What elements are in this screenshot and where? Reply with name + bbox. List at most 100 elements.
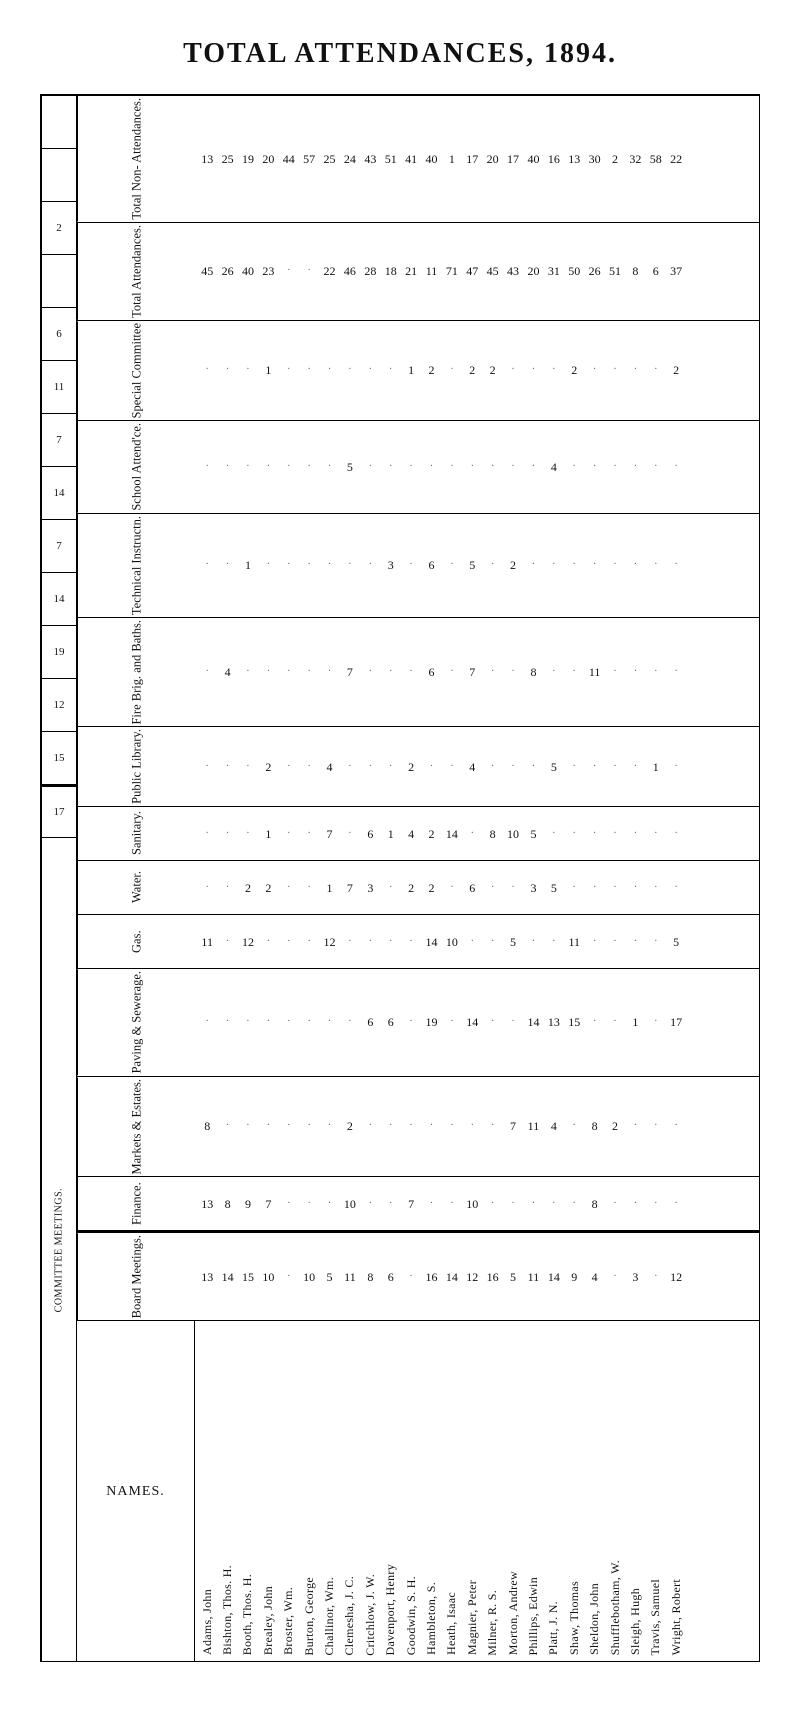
data-board: 13141510·1051186·161412165111494·3·12 [195, 1233, 759, 1320]
cell-gas-14: · [482, 937, 502, 947]
name-col-11: Hambleton, S. [421, 1582, 441, 1655]
rownum-total [42, 149, 76, 202]
label-public: Public Library. [77, 727, 195, 806]
member-name-3: Brealey, John [261, 1586, 276, 1655]
cell-special-2: · [238, 365, 258, 375]
data-sewage: ········66·19·14··141315··1·17 [195, 969, 759, 1075]
data-gas: 11·12···12····1410··5··11····5 [195, 915, 759, 968]
cell-water-20: · [605, 883, 625, 893]
cell-public-5: · [299, 762, 319, 772]
cell-totnon-22: 58 [646, 153, 666, 165]
cell-finance-3: 7 [258, 1198, 278, 1210]
cell-public-10: 2 [401, 761, 421, 773]
cell-markets-6: · [319, 1121, 339, 1131]
cell-special-1: · [217, 365, 237, 375]
label-sewage: Paving & Sewerage. [77, 969, 195, 1075]
cell-school-7: 5 [340, 461, 360, 473]
cell-board-13: 12 [462, 1271, 482, 1283]
cell-sewage-1: · [217, 1017, 237, 1027]
cell-totnon-21: 32 [625, 153, 645, 165]
row-total: Total Attendances.45264023··224628182111… [77, 223, 759, 321]
cell-public-23: · [666, 762, 686, 772]
member-name-18: Shaw, Thomas [567, 1581, 582, 1655]
cell-tech-9: 3 [381, 559, 401, 571]
name-col-23: Wright, Robert [666, 1579, 686, 1655]
cell-markets-21: · [625, 1121, 645, 1131]
label-names: NAMES. [77, 1321, 195, 1661]
cell-fire-4: · [279, 667, 299, 677]
cell-total-15: 43 [503, 265, 523, 277]
cell-fire-12: · [442, 667, 462, 677]
member-name-19: Sheldon, John [587, 1583, 602, 1655]
cell-finance-2: 9 [238, 1198, 258, 1210]
cell-public-15: · [503, 762, 523, 772]
cell-totnon-1: 25 [217, 153, 237, 165]
cell-sanitary-0: · [197, 829, 217, 839]
cell-tech-11: 6 [421, 559, 441, 571]
member-name-1: Bishton, Thos. H. [220, 1565, 235, 1655]
name-col-7: Clemesha, J. C. [340, 1576, 360, 1656]
cell-school-23: · [666, 462, 686, 472]
cell-water-11: 2 [421, 882, 441, 894]
cell-tech-22: · [646, 560, 666, 570]
cell-gas-19: · [584, 937, 604, 947]
cell-finance-16: · [523, 1199, 543, 1209]
num-gas: 14 [42, 591, 76, 607]
cell-sewage-21: 1 [625, 1016, 645, 1028]
table-wrap: 2 6 11 7 14 7 14 19 12 15 17 COMMITTEE M… [40, 94, 760, 1662]
cell-totnon-20: 2 [605, 153, 625, 165]
cell-tech-3: · [258, 560, 278, 570]
cell-tech-2: 1 [238, 559, 258, 571]
cell-fire-1: 4 [217, 666, 237, 678]
cell-sewage-2: · [238, 1017, 258, 1027]
cell-board-4: · [279, 1272, 299, 1282]
name-col-0: Adams, John [197, 1589, 217, 1655]
cell-tech-10: · [401, 560, 421, 570]
data-public: ···2··4···2··4···5····1· [195, 727, 759, 806]
cell-finance-9: · [381, 1199, 401, 1209]
name-col-8: Critchlow, J. W. [360, 1574, 380, 1656]
cell-board-12: 14 [442, 1271, 462, 1283]
cell-water-23: · [666, 883, 686, 893]
cell-totnon-2: 19 [238, 153, 258, 165]
cell-water-16: 3 [523, 882, 543, 894]
cell-gas-5: · [299, 937, 319, 947]
cell-finance-21: · [625, 1199, 645, 1209]
cell-school-17: 4 [544, 461, 564, 473]
cell-sewage-0: · [197, 1017, 217, 1027]
member-name-12: Heath, Isaac [444, 1592, 459, 1655]
cell-sanitary-15: 10 [503, 828, 523, 840]
name-col-4: Broster, Wm. [279, 1587, 299, 1655]
cell-public-3: 2 [258, 761, 278, 773]
label-water: Water. [77, 861, 195, 914]
row-water: Water.··22··173·22·6··35······ [77, 861, 759, 915]
cell-school-19: · [584, 462, 604, 472]
cell-tech-13: 5 [462, 559, 482, 571]
cell-water-1: · [217, 883, 237, 893]
cell-total-1: 26 [217, 265, 237, 277]
cell-special-20: · [605, 365, 625, 375]
data-school: ·······5·········4······ [195, 421, 759, 513]
cell-gas-4: · [279, 937, 299, 947]
cell-special-3: 1 [258, 364, 278, 376]
cell-tech-0: · [197, 560, 217, 570]
name-col-9: Davenport, Henry [381, 1564, 401, 1655]
cell-board-6: 5 [319, 1271, 339, 1283]
cell-public-16: · [523, 762, 543, 772]
cell-sewage-22: · [646, 1017, 666, 1027]
name-col-5: Burton, George [299, 1577, 319, 1656]
cell-sewage-18: 15 [564, 1016, 584, 1028]
cell-public-11: · [421, 762, 441, 772]
cell-total-22: 6 [646, 265, 666, 277]
cell-sanitary-3: 1 [258, 828, 278, 840]
cell-water-18: · [564, 883, 584, 893]
cell-finance-14: · [482, 1199, 502, 1209]
cell-markets-20: 2 [605, 1120, 625, 1132]
name-col-17: Platt, J. N. [544, 1601, 564, 1655]
cell-totnon-11: 40 [421, 153, 441, 165]
cell-sanitary-2: · [238, 829, 258, 839]
num-sewage: 19 [42, 644, 76, 660]
cell-total-13: 47 [462, 265, 482, 277]
cell-special-13: 2 [462, 364, 482, 376]
row-names: NAMES. Adams, JohnBishton, Thos. H.Booth… [77, 1321, 759, 1661]
